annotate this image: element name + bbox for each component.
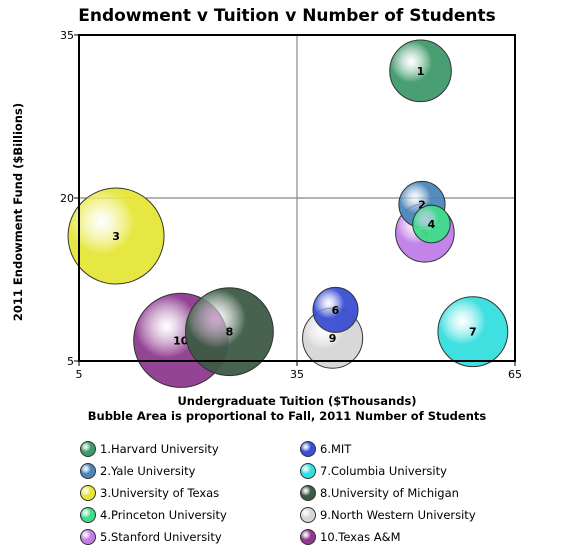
- legend-label-1: 1.Harvard University: [100, 442, 219, 456]
- legend-swatch-10: [300, 529, 316, 545]
- axis-ticks: 5 35 65 35 20 5: [60, 29, 522, 381]
- y-tick-label: 35: [60, 29, 74, 42]
- x-axis-title: Undergraduate Tuition ($Thousands): [177, 394, 416, 408]
- bubble-label-6: 6: [332, 304, 340, 317]
- bubbles: 3 10 8 7 1 9 5 2 6 4: [67, 39, 509, 388]
- legend-label-3: 3.University of Texas: [100, 486, 219, 500]
- legend-label-2: 2.Yale University: [100, 464, 196, 478]
- x-tick-label: 5: [76, 368, 83, 381]
- legend-swatch-3: [80, 485, 96, 501]
- legend-label-7: 7.Columbia University: [320, 464, 447, 478]
- bubble-7: [437, 296, 509, 368]
- legend-label-5: 5.Stanford University: [100, 530, 222, 544]
- legend-label-4: 4.Princeton University: [100, 508, 227, 522]
- legend-label-9: 9.North Western University: [320, 508, 476, 522]
- bubble-1: [389, 39, 452, 103]
- legend-label-6: 6.MIT: [320, 442, 352, 456]
- bubble-label-4: 4: [428, 218, 436, 231]
- bubble-label-7: 7: [469, 326, 477, 339]
- bubble-label-8: 8: [226, 326, 234, 339]
- legend: 1.Harvard University 2.Yale University 3.U…: [80, 441, 476, 545]
- bubble-label-10: 10: [173, 334, 189, 347]
- bubble-8: [184, 287, 274, 377]
- legend-swatch-4: [80, 507, 96, 523]
- legend-swatch-1: [80, 441, 96, 457]
- legend-swatch-7: [300, 463, 316, 479]
- bubble-3: [67, 187, 165, 285]
- legend-swatch-5: [80, 529, 96, 545]
- bubble-label-9: 9: [329, 332, 337, 345]
- legend-label-8: 8.University of Michigan: [320, 486, 459, 500]
- legend-swatch-8: [300, 485, 316, 501]
- legend-swatch-2: [80, 463, 96, 479]
- chart-subtitle: Bubble Area is proportional to Fall, 201…: [88, 409, 487, 423]
- x-tick-label: 35: [290, 368, 304, 381]
- x-tick-label: 65: [508, 368, 522, 381]
- bubble-label-3: 3: [112, 230, 120, 243]
- legend-swatch-9: [300, 507, 316, 523]
- y-axis-title: 2011 Endowment Fund ($Billions): [11, 103, 25, 321]
- chart-title: Endowment v Tuition v Number of Students: [78, 6, 496, 26]
- bubble-4: [412, 204, 451, 244]
- legend-swatch-6: [300, 441, 316, 457]
- legend-label-10: 10.Texas A&M: [320, 530, 401, 544]
- y-tick-label: 5: [67, 355, 74, 368]
- bubble-6: [312, 286, 359, 333]
- y-tick-label: 20: [60, 192, 74, 205]
- bubble-label-2: 2: [418, 199, 426, 212]
- bubble-label-1: 1: [417, 65, 425, 78]
